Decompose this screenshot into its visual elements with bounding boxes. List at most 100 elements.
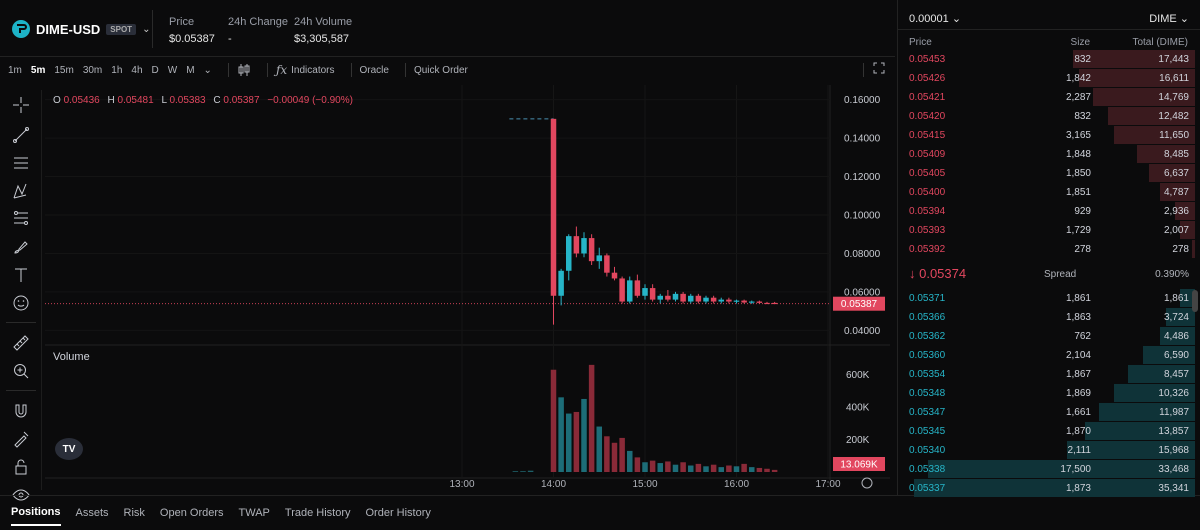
current-price-tag bbox=[833, 296, 885, 311]
emoji-icon[interactable] bbox=[11, 293, 31, 313]
volume-bar bbox=[611, 442, 618, 472]
bid-row[interactable]: 0.05337 1,873 35,341 bbox=[898, 479, 1200, 498]
bid-row[interactable]: 0.05345 1,870 13,857 bbox=[898, 422, 1200, 441]
stat-value: $0.05387 bbox=[169, 33, 215, 45]
bid-row[interactable]: 0.05360 2,104 6,590 bbox=[898, 346, 1200, 365]
order-total: 2,936 bbox=[1163, 206, 1189, 217]
tab-positions[interactable]: Positions bbox=[11, 500, 61, 526]
tick-size-value: 0.00001 bbox=[909, 13, 949, 25]
ask-row[interactable]: 0.05394 929 2,936 bbox=[898, 202, 1200, 221]
tab-risk[interactable]: Risk bbox=[123, 507, 145, 519]
bid-row[interactable]: 0.05338 17,500 33,468 bbox=[898, 460, 1200, 479]
ask-row[interactable]: 0.05421 2,287 14,769 bbox=[898, 88, 1200, 107]
brush-icon[interactable] bbox=[11, 237, 31, 257]
timeframe-1m[interactable]: 1m bbox=[8, 64, 22, 76]
current-volume-tag-label: 13.069K bbox=[840, 460, 878, 471]
timeframe-15m[interactable]: 15m bbox=[54, 64, 74, 76]
volume-bar bbox=[749, 467, 755, 472]
toolbar-separator bbox=[227, 63, 229, 77]
ask-row[interactable]: 0.05392 278 278 bbox=[898, 240, 1200, 259]
bid-row[interactable]: 0.05354 1,867 8,457 bbox=[898, 365, 1200, 384]
candle-body bbox=[634, 280, 641, 296]
ask-row[interactable]: 0.05405 1,850 6,637 bbox=[898, 164, 1200, 183]
depth-bar bbox=[1073, 50, 1195, 68]
tradingview-logo-icon[interactable]: TV bbox=[55, 438, 83, 460]
horizontal-lines-icon[interactable] bbox=[11, 153, 31, 173]
pitchfork-icon[interactable] bbox=[11, 181, 31, 201]
ob-header-size: Size bbox=[1070, 37, 1090, 48]
crosshair-icon[interactable] bbox=[11, 95, 31, 115]
ask-row[interactable]: 0.05420 832 12,482 bbox=[898, 107, 1200, 126]
tab-order-history[interactable]: Order History bbox=[365, 507, 431, 519]
timeframe-30m[interactable]: 30m bbox=[82, 64, 103, 76]
tab-assets[interactable]: Assets bbox=[75, 507, 109, 519]
magnet-icon[interactable] bbox=[11, 401, 31, 421]
order-size: 1,861 bbox=[1065, 293, 1091, 304]
bid-row[interactable]: 0.05340 2,111 15,968 bbox=[898, 441, 1200, 460]
text-tool-icon[interactable] bbox=[11, 265, 31, 285]
ask-row[interactable]: 0.05426 1,842 16,611 bbox=[898, 69, 1200, 88]
timeframe-w[interactable]: W bbox=[167, 64, 178, 76]
timeframe-m[interactable]: M bbox=[186, 64, 195, 76]
tab-open-orders[interactable]: Open Orders bbox=[159, 507, 224, 519]
bid-row[interactable]: 0.05371 1,861 1,861 bbox=[898, 289, 1200, 308]
order-total: 6,590 bbox=[1163, 350, 1189, 361]
bid-row[interactable]: 0.05362 762 4,486 bbox=[898, 327, 1200, 346]
bid-row[interactable]: 0.05347 1,661 11,987 bbox=[898, 403, 1200, 422]
stat-label: Price bbox=[169, 16, 195, 28]
volume-bar bbox=[680, 462, 686, 472]
order-price: 0.05360 bbox=[909, 350, 946, 361]
trend-line-icon[interactable] bbox=[11, 125, 31, 145]
volume-bar bbox=[741, 463, 747, 472]
ask-row[interactable]: 0.05415 3,165 11,650 bbox=[898, 126, 1200, 145]
bid-row[interactable]: 0.05348 1,869 10,326 bbox=[898, 384, 1200, 403]
tab-twap[interactable]: TWAP bbox=[238, 507, 270, 519]
fullscreen-icon[interactable] bbox=[873, 62, 885, 74]
toolbar-separator bbox=[266, 63, 268, 77]
price-chart[interactable]: 13:00 14:00 15:00 16:00 17:00 0.16000 0.14000 0… bbox=[45, 85, 890, 495]
ask-row[interactable]: 0.05400 1,851 4,787 bbox=[898, 183, 1200, 202]
volume-bar bbox=[581, 398, 587, 472]
timeframe-1h[interactable]: 1h bbox=[111, 64, 123, 76]
tick-size-select[interactable]: 0.00001 ⌄ bbox=[909, 12, 961, 25]
order-total: 17,443 bbox=[1158, 54, 1189, 65]
order-total: 4,787 bbox=[1163, 187, 1189, 198]
order-total: 278 bbox=[1172, 244, 1189, 255]
fib-retracement-icon[interactable] bbox=[11, 209, 31, 229]
order-price: 0.05340 bbox=[909, 445, 946, 456]
stat-24h-change: 24h Change - bbox=[228, 16, 288, 45]
depth-bar bbox=[1149, 164, 1195, 182]
candle-body bbox=[627, 280, 633, 302]
order-book-scrollbar[interactable] bbox=[1192, 290, 1198, 312]
indicators-button[interactable]: ƒx Indicators bbox=[276, 63, 335, 77]
toolbar-separator bbox=[863, 63, 864, 77]
market-selector[interactable]: DIME-USD SPOT ⌄ bbox=[12, 20, 150, 38]
lock-icon[interactable] bbox=[11, 457, 31, 477]
order-size: 278 bbox=[1074, 244, 1091, 255]
lock-drawing-icon[interactable] bbox=[11, 429, 31, 449]
size-unit-select[interactable]: DIME ⌄ bbox=[1149, 12, 1189, 25]
tab-trade-history[interactable]: Trade History bbox=[284, 507, 351, 519]
oracle-button[interactable]: Oracle bbox=[359, 64, 389, 76]
depth-bar bbox=[1085, 422, 1195, 440]
ask-row[interactable]: 0.05393 1,729 2,007 bbox=[898, 221, 1200, 240]
order-total: 2,007 bbox=[1163, 225, 1189, 236]
quick-order-button[interactable]: Quick Order bbox=[413, 64, 468, 76]
timeframe-4h[interactable]: 4h bbox=[131, 64, 143, 76]
zoom-in-icon[interactable] bbox=[11, 361, 31, 381]
ask-row[interactable]: 0.05453 832 17,443 bbox=[898, 50, 1200, 69]
order-book-controls: 0.00001 ⌄ DIME ⌄ bbox=[898, 0, 1200, 30]
price-tick-label: 0.12000 bbox=[844, 172, 881, 183]
bid-row[interactable]: 0.05366 1,863 3,724 bbox=[898, 308, 1200, 327]
ruler-icon[interactable] bbox=[11, 333, 31, 353]
timeframe-d[interactable]: D bbox=[151, 64, 159, 76]
chart-type-candles-icon[interactable] bbox=[237, 63, 251, 77]
ask-row[interactable]: 0.05409 1,848 8,485 bbox=[898, 145, 1200, 164]
candle-body bbox=[619, 278, 625, 302]
chart-settings-gear-icon[interactable] bbox=[861, 477, 873, 489]
order-total: 4,486 bbox=[1163, 331, 1189, 342]
timeframe-more-chevron-icon[interactable]: ⌄ bbox=[203, 64, 212, 76]
ohlc-open-value: 0.05436 bbox=[63, 95, 100, 106]
timeframe-5m[interactable]: 5m bbox=[30, 64, 46, 76]
tools-divider bbox=[6, 322, 36, 323]
